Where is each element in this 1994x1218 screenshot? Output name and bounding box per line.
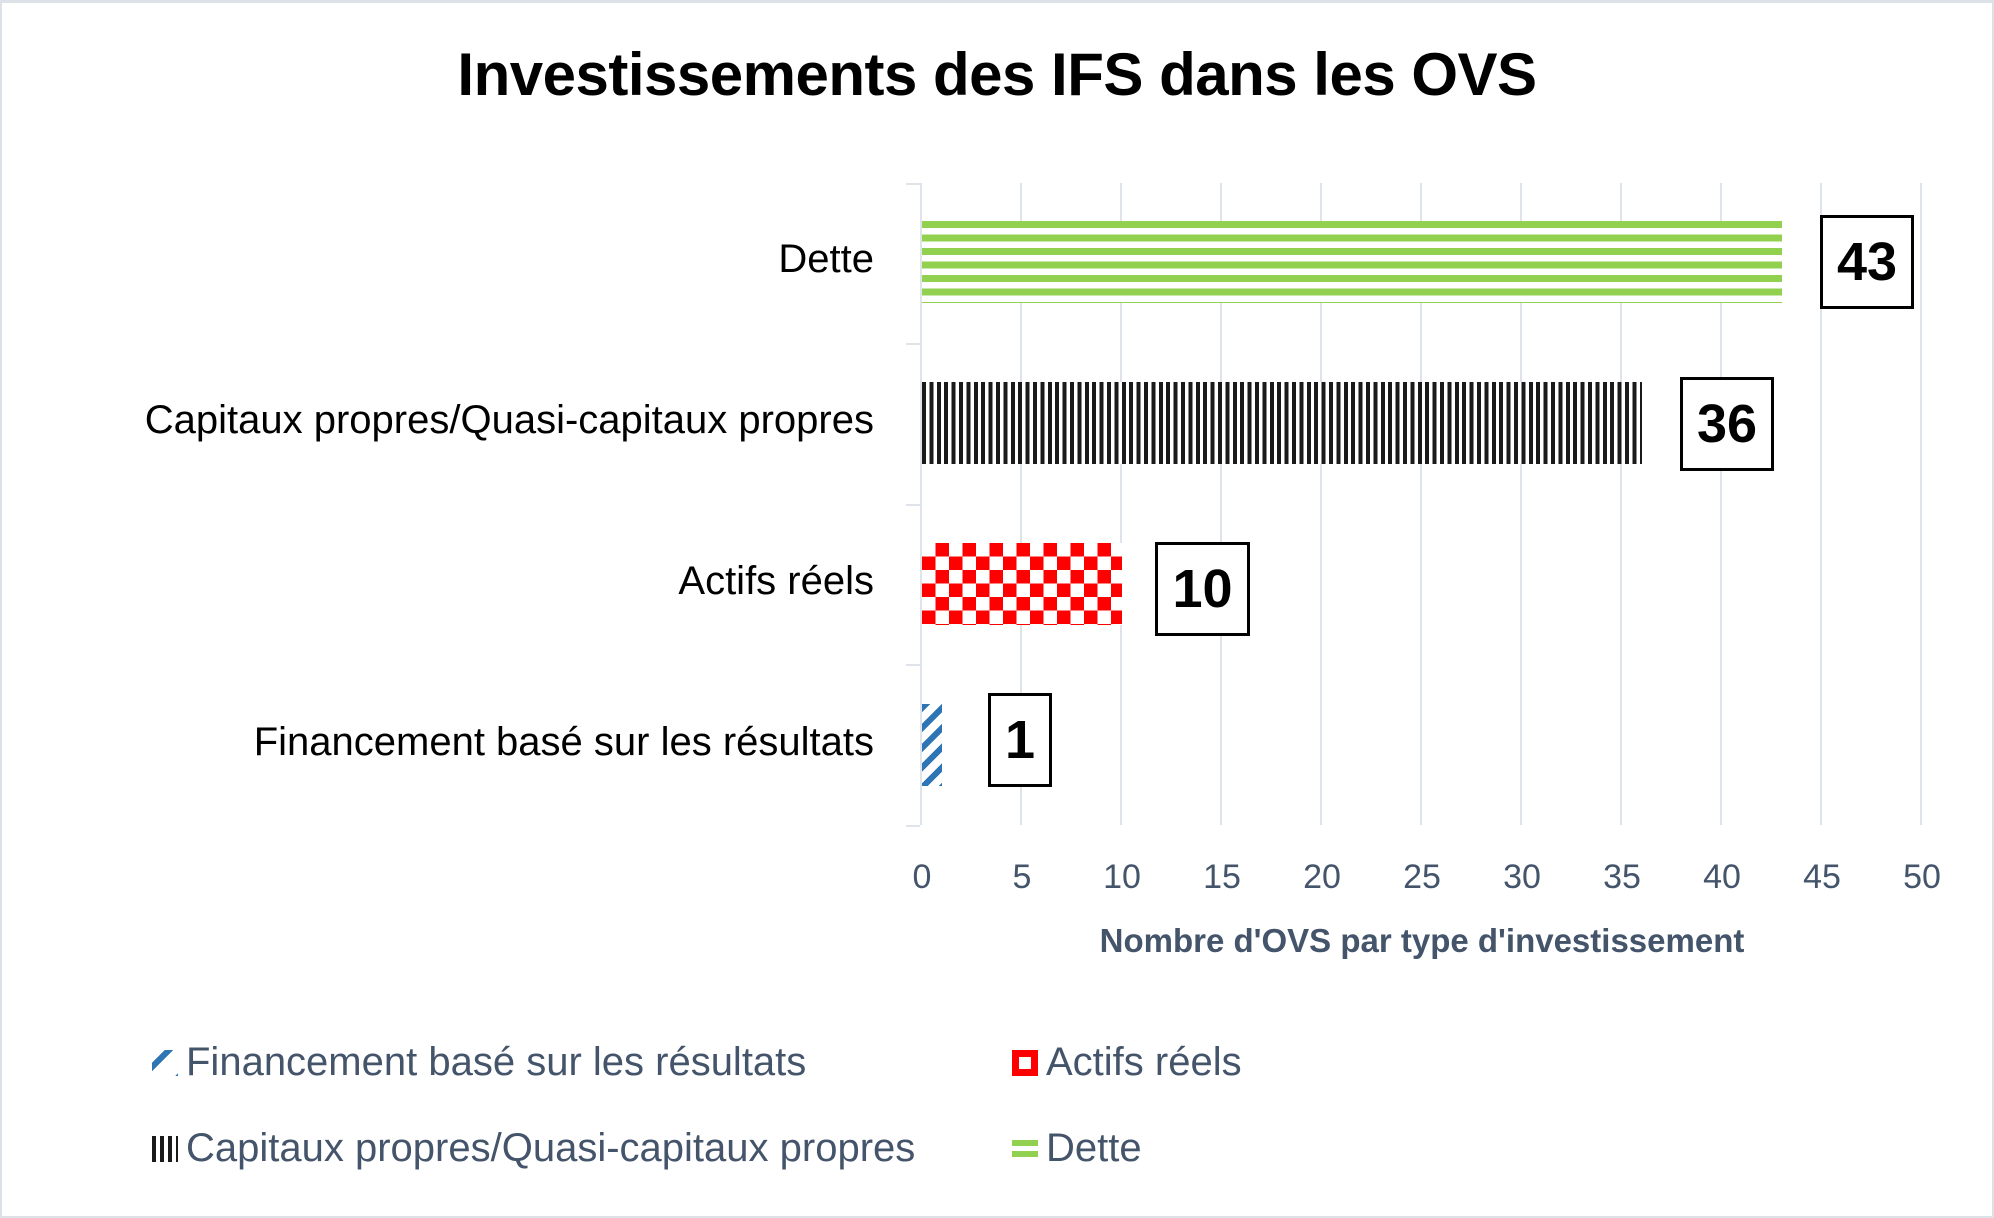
gridline (1420, 183, 1422, 825)
x-tick-label: 35 (1603, 858, 1641, 896)
gridline (1820, 183, 1822, 825)
chart-title: Investissements des IFS dans les OVS (457, 41, 1537, 108)
x-tick-label: 20 (1303, 858, 1341, 896)
gridline (1920, 183, 1922, 825)
x-tick-label: 0 (912, 858, 932, 896)
x-tick-label: 45 (1803, 858, 1841, 896)
x-tick-label: 30 (1503, 858, 1541, 896)
category-tick (906, 183, 920, 185)
x-tick-label: 50 (1903, 858, 1941, 896)
legend-item-dette[interactable]: Dette (1012, 1126, 1142, 1171)
gridline (1620, 183, 1622, 825)
x-tick-label: 40 (1703, 858, 1741, 896)
legend-label: Financement basé sur les résultats (186, 1040, 807, 1084)
x-tick-label: 15 (1203, 858, 1241, 896)
gridline (1120, 183, 1122, 825)
gridline (1320, 183, 1322, 825)
data-label-dette: 43 (1820, 215, 1914, 309)
legend-item-financement[interactable]: Financement basé sur les résultats (152, 1040, 806, 1085)
category-tick (906, 504, 920, 506)
horizontal-stripe-swatch-icon (1012, 1135, 1038, 1162)
bar-capitaux-propres[interactable] (922, 382, 1642, 464)
category-tick (906, 343, 920, 345)
legend-label: Capitaux propres/Quasi-capitaux propres (186, 1126, 916, 1170)
x-tick-label: 25 (1403, 858, 1441, 896)
gridline (1720, 183, 1722, 825)
legend-label: Dette (1046, 1126, 1142, 1170)
bar-dette[interactable] (922, 221, 1782, 303)
diagonal-stripe-swatch-icon (152, 1049, 178, 1076)
legend-label: Actifs réels (1046, 1040, 1242, 1084)
gridline (1020, 183, 1022, 825)
gridline (1520, 183, 1522, 825)
category-label-dette: Dette (778, 237, 874, 281)
checker-swatch-icon (1012, 1049, 1038, 1076)
data-label-capitaux: 36 (1680, 377, 1774, 471)
category-tick (906, 664, 920, 666)
category-tick (906, 825, 920, 827)
x-tick-label: 5 (1012, 858, 1032, 896)
gridline (1220, 183, 1222, 825)
data-label-financement: 1 (988, 693, 1052, 787)
category-label-financement: Financement basé sur les résultats (253, 720, 874, 764)
legend-item-actifs[interactable]: Actifs réels (1012, 1040, 1242, 1085)
x-tick-label: 10 (1103, 858, 1141, 896)
category-label-actifs: Actifs réels (678, 559, 874, 603)
bar-actifs-reels[interactable] (922, 543, 1122, 625)
y-axis-line (920, 183, 922, 825)
bar-financement-resultats[interactable] (922, 704, 942, 786)
category-label-capitaux: Capitaux propres/Quasi-capitaux propres (144, 398, 874, 442)
vertical-stripe-swatch-icon (152, 1135, 178, 1162)
legend-item-capitaux[interactable]: Capitaux propres/Quasi-capitaux propres (152, 1126, 915, 1171)
data-label-actifs: 10 (1155, 542, 1250, 636)
x-axis-title: Nombre d'OVS par type d'investissement (1099, 922, 1745, 959)
